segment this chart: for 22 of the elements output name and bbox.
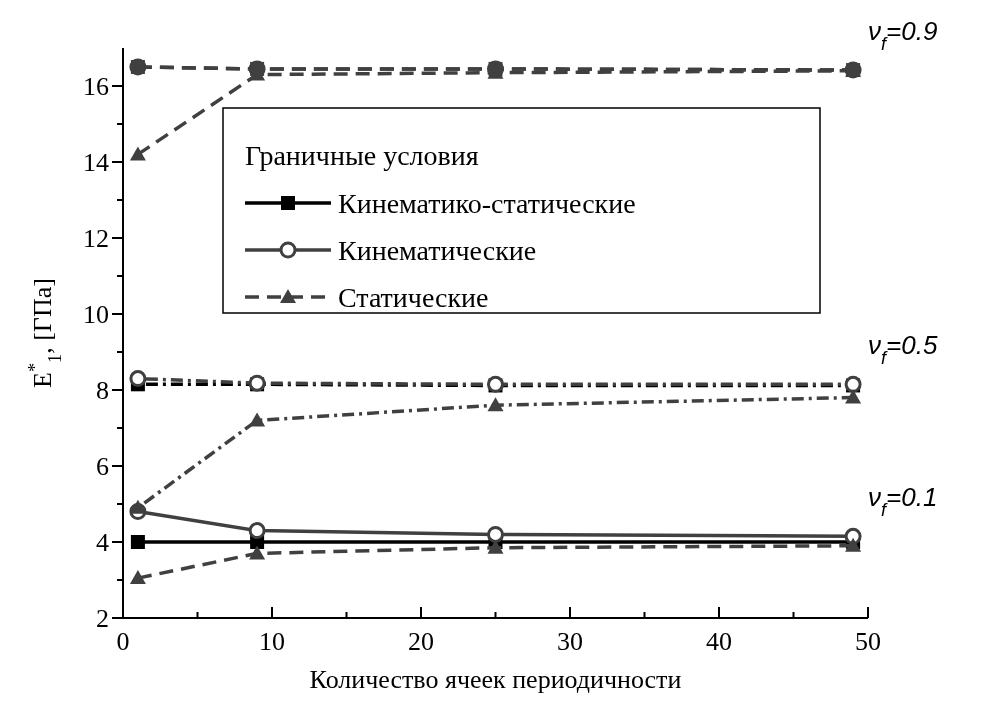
legend-label: Кинематические: [338, 235, 537, 266]
y-tick-label: 6: [96, 452, 109, 481]
y-tick-label: 2: [96, 604, 109, 633]
x-tick-label: 40: [706, 627, 732, 656]
x-tick-label: 50: [855, 627, 881, 656]
x-axis-title: Количество ячеек периодичности: [309, 665, 682, 694]
y-tick-label: 12: [83, 224, 109, 253]
x-tick-label: 0: [116, 627, 130, 656]
x-tick-label: 30: [557, 627, 583, 656]
x-tick-label: 20: [408, 627, 434, 656]
legend-label: Кинематико-статические: [338, 188, 636, 219]
y-tick-label: 16: [83, 72, 109, 101]
legend-label: Статические: [338, 282, 489, 313]
annotation: ν$_{f}$=0.1: [868, 482, 938, 521]
y-tick-label: 14: [83, 148, 109, 177]
legend-title: Граничные условия: [245, 140, 479, 171]
y-tick-label: 8: [96, 376, 109, 405]
annotation: ν$_{f}$=0.5: [868, 330, 938, 369]
y-tick-label: 4: [96, 528, 109, 557]
y-tick-label: 10: [83, 300, 109, 329]
annotation: ν$_{f}$=0.9: [868, 16, 938, 55]
x-tick-label: 10: [259, 627, 285, 656]
